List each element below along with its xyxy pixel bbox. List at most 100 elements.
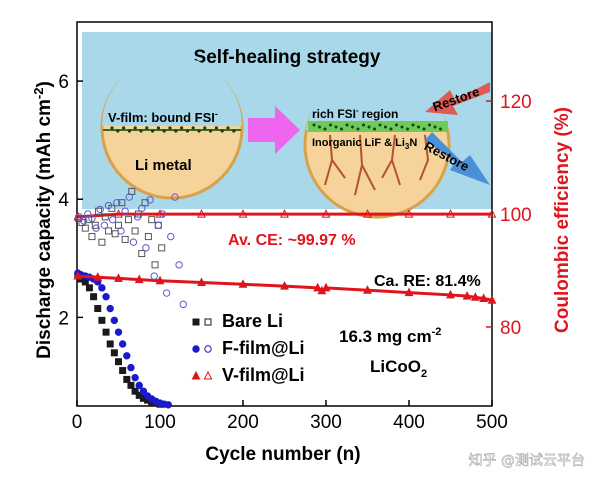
legend-item: V-film@Li (191, 365, 305, 385)
legend-label: V-film@Li (222, 365, 305, 385)
right-inorganic-sub: 3 (405, 142, 410, 151)
y-left-tick-label: 4 (58, 190, 69, 211)
fsi-dot (185, 129, 189, 133)
fsi-dot (203, 126, 207, 130)
data-point (73, 270, 83, 280)
fsi-dot (439, 127, 442, 131)
data-point (94, 305, 102, 313)
data-point (155, 209, 165, 218)
fsi-dot (367, 125, 371, 129)
x-tick-label: 0 (72, 412, 83, 433)
data-point (125, 193, 133, 201)
data-point (139, 387, 148, 395)
legend-marker-open (204, 345, 212, 353)
data-point (110, 316, 119, 325)
watermark: 知乎 @测试云平台 (469, 452, 585, 469)
y-left-tick-label: 2 (58, 308, 69, 329)
series-bare-li-capacity (74, 272, 164, 408)
fsi-dot (145, 126, 149, 130)
data-point (100, 221, 109, 229)
y-right-tick-label: 100 (500, 205, 532, 226)
data-point (238, 209, 248, 218)
data-point (111, 230, 119, 238)
fsi-dot (156, 126, 160, 130)
data-point (102, 293, 110, 301)
fsi-dot (329, 123, 332, 127)
series-v-film-li-capacity (73, 270, 497, 304)
data-point (93, 272, 103, 281)
fsi-dot (395, 123, 398, 127)
left-vfilm-sup: - (215, 109, 218, 119)
data-point (238, 279, 248, 288)
legend-marker-open (204, 318, 212, 326)
data-point (150, 272, 158, 280)
inset-illustration: Self-healing strategy V-film: bound FSI-… (82, 32, 492, 219)
legend-marker-filled (191, 370, 201, 380)
fsi-dot (384, 125, 387, 129)
data-point (119, 367, 127, 375)
data-point (280, 280, 289, 290)
fsi-dot (428, 123, 431, 127)
data-point (121, 207, 129, 215)
legend-item: Bare Li (192, 311, 283, 331)
right-region-label: rich FSI-region (312, 106, 398, 121)
data-point (95, 207, 103, 215)
data-point (101, 213, 109, 221)
data-point (446, 209, 455, 218)
y-left-title-main: Discharge capacity (mAh cm (34, 99, 55, 359)
cathode-main: LiCoO (370, 357, 421, 376)
annotation-cathode: LiCoO2 (370, 357, 427, 380)
fsi-dot (389, 127, 393, 131)
left-circle-diagram: V-film: bound FSI- Li metal (100, 56, 244, 200)
data-point (179, 300, 187, 309)
data-point (131, 373, 139, 382)
x-tick-label: 400 (393, 412, 425, 433)
right-inorganic-tail: N (409, 137, 417, 149)
data-point (167, 232, 175, 241)
data-point (124, 216, 132, 224)
data-point (123, 352, 131, 360)
fsi-dot (340, 127, 343, 131)
data-point (129, 238, 138, 246)
data-point (117, 227, 125, 235)
y-axis-left-title: Discharge capacity (mAh cm-2) (31, 81, 55, 359)
data-point (114, 273, 123, 282)
series-v-film-li-ce (73, 209, 497, 221)
data-point (131, 227, 139, 235)
y-right-tick-label: 120 (500, 92, 532, 113)
data-point (114, 209, 123, 218)
fsi-dot (139, 129, 143, 133)
restore-arrow-top (425, 82, 490, 115)
fsi-dot (232, 129, 236, 133)
x-tick-label: 300 (310, 412, 342, 433)
data-point (79, 217, 88, 225)
y-left-tick-label: 6 (58, 72, 69, 93)
fsi-dot (433, 125, 437, 129)
fsi-dot (373, 127, 376, 131)
left-vfilm-label: V-film: bound FSI- (108, 109, 218, 125)
right-region-text: rich FSI (312, 107, 356, 121)
data-point (162, 289, 171, 297)
right-fsi-dots (312, 123, 442, 131)
data-point (81, 224, 89, 232)
data-marks (73, 187, 497, 409)
fsi-dot (162, 129, 166, 133)
data-point (106, 304, 114, 313)
x-axis-title: Cycle number (n) (205, 444, 360, 465)
fsi-dot (318, 125, 321, 129)
data-point (110, 349, 118, 357)
data-point (313, 282, 323, 292)
data-point (108, 215, 117, 224)
restore-arrow-bottom (425, 132, 490, 185)
annotation-av-ce: Av. CE: ~99.97 % (228, 232, 356, 249)
fsi-dot (351, 125, 354, 129)
data-point (138, 250, 146, 258)
series-f-film-li-ce (75, 193, 187, 309)
y-axis-left: 2 4 6 (58, 72, 83, 329)
series-bare-li-ce (75, 187, 166, 269)
data-point (113, 199, 121, 207)
data-point (144, 233, 152, 241)
data-point (151, 261, 159, 269)
data-point (105, 227, 113, 235)
data-point (197, 209, 206, 218)
